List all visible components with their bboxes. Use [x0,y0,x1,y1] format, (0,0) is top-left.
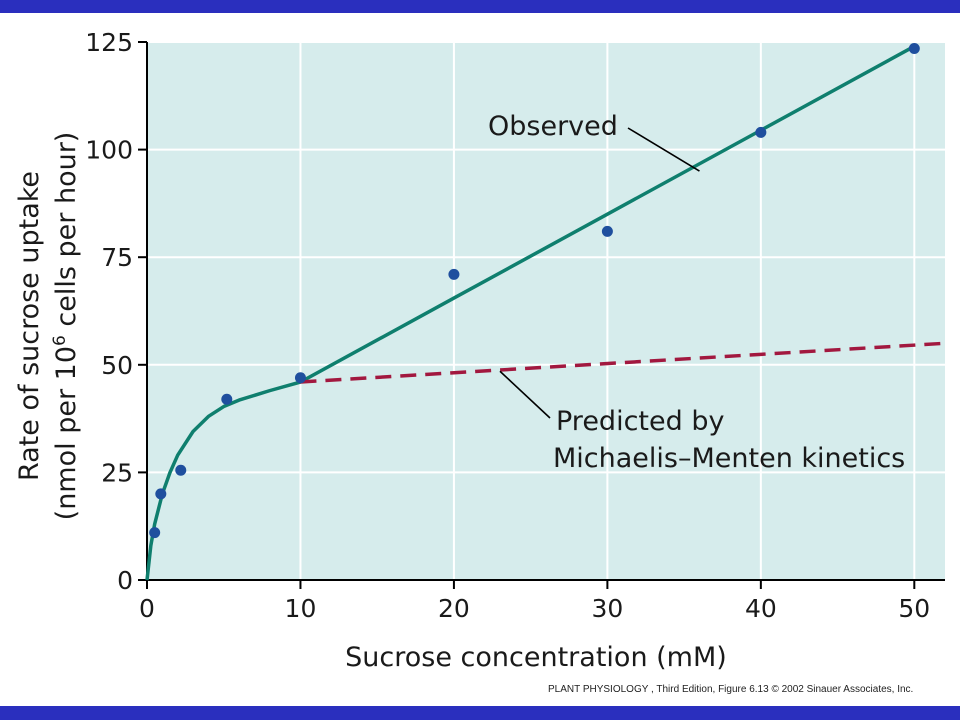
data-point-8 [908,42,920,54]
x-tick-label-10: 10 [285,594,317,623]
plot-background [147,42,945,580]
data-point-5 [448,268,460,280]
y-axis-title-prefix: (nmol per 10 [51,346,82,520]
y-tick-label-25: 25 [101,458,133,487]
data-point-0 [149,527,161,539]
data-points [149,42,920,539]
annotation-observed: Observed [488,111,618,142]
y-axis-title-suffix: cells per hour) [51,132,82,336]
bottom-frame-bar [0,706,960,720]
annotation-predicted-line2: Michaelis–Menten kinetics [553,443,905,474]
y-axis-title-line2: (nmol per 106 cells per hour) [50,132,82,521]
y-tick-label-0: 0 [117,566,133,595]
x-tick-label-20: 20 [438,594,470,623]
top-frame-bar [0,0,960,13]
y-tick-label-50: 50 [101,351,133,380]
annotation-predicted-leader [499,370,551,419]
grid-lines [147,41,945,580]
annotation-predicted-line1: Predicted by [556,406,724,437]
observed-series-line [145,44,916,581]
data-point-7 [755,126,767,138]
x-tick-label-0: 0 [139,594,155,623]
x-tick-label-30: 30 [591,594,623,623]
data-point-6 [601,225,613,237]
axes [146,42,945,581]
x-axis-title: Sucrose concentration (mM) [345,642,727,673]
annotation-observed-leader [627,127,700,172]
y-axis-title-line1: Rate of sucrose uptake [14,171,45,481]
data-point-4 [294,372,306,384]
y-tick-label-125: 125 [85,28,133,57]
x-tick-label-40: 40 [745,594,777,623]
y-axis-title-superscript: 6 [50,335,70,346]
y-tick-label-100: 100 [85,136,133,165]
annotations: Observed Predicted by Michaelis–Menten k… [488,111,905,474]
x-tick-label-50: 50 [898,594,930,623]
data-point-1 [155,488,167,500]
figure-credit: PLANT PHYSIOLOGY , Third Edition, Figure… [548,684,914,695]
tick-labels: 0 25 50 75 100 125 0 10 20 30 40 50 [85,28,930,623]
predicted-series-line [300,341,946,384]
data-point-3 [221,393,233,405]
y-tick-label-75: 75 [101,243,133,272]
series-lines [145,44,946,581]
data-point-2 [175,464,187,476]
